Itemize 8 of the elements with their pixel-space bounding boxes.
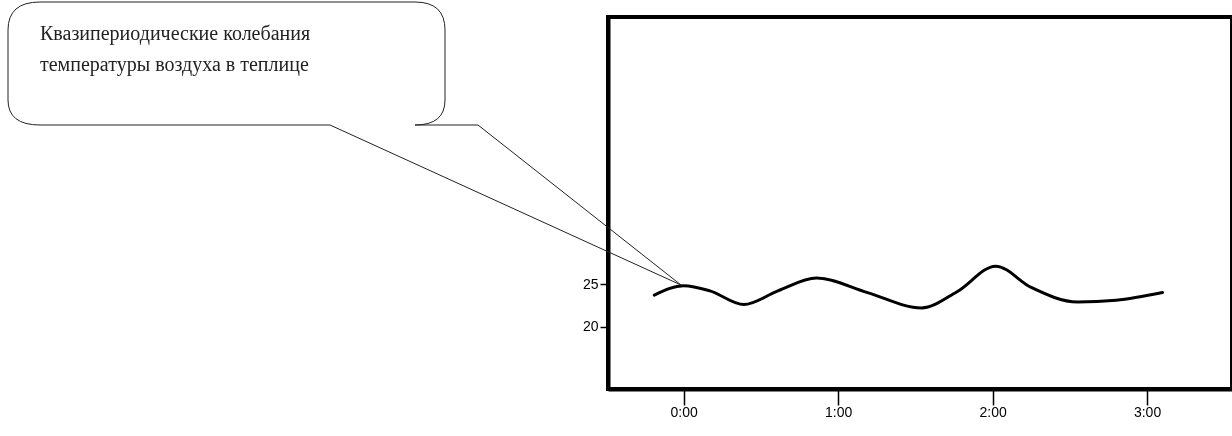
y-tick-label: 25	[582, 275, 599, 292]
x-tick-label: 3:00	[1133, 403, 1162, 420]
x-tick-label: 2:00	[979, 403, 1007, 420]
x-tick-label: 1:00	[825, 403, 853, 420]
text: Квазипериодические колебания температуры воздуха в теплице	[40, 21, 311, 78]
line-series	[652, 264, 1164, 310]
y-tick-label: 20	[582, 318, 599, 335]
x-tick-label: 0:00	[670, 403, 699, 420]
